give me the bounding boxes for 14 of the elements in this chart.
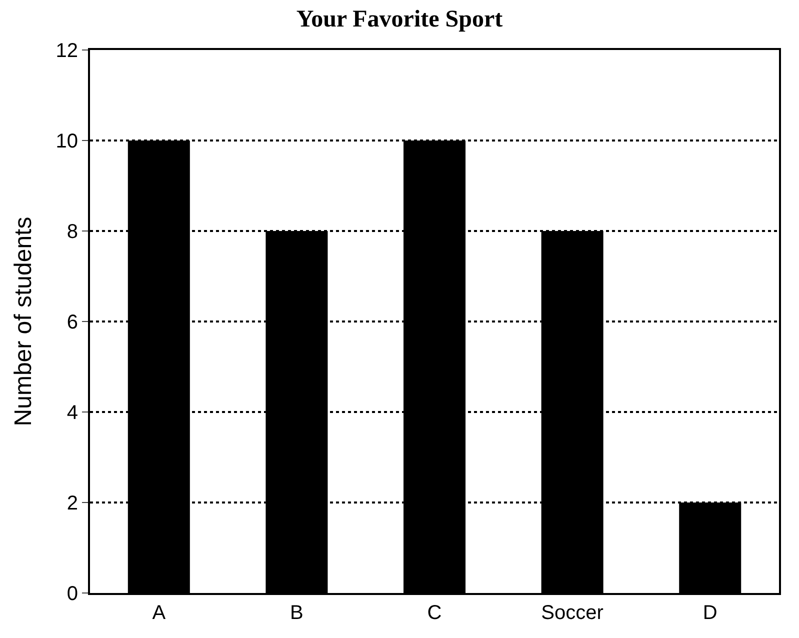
x-tick-label: D [702,602,718,624]
y-tick-label: 6 [66,312,78,334]
y-tick-label: 10 [56,130,78,152]
y-tick-label: 8 [66,221,78,243]
y-tick-label: 0 [66,583,78,605]
chart-title: Your Favorite Sport [296,6,503,32]
x-tick-label: Soccer [541,602,604,624]
x-tick-label: B [290,602,304,624]
y-tick-label: 4 [66,402,78,424]
y-tick-label: 2 [66,492,78,514]
x-tick-label: C [427,602,442,624]
y-tick-label: 12 [56,40,78,62]
y-axis-title: Number of students [10,216,37,426]
x-tick-label: A [152,602,166,624]
